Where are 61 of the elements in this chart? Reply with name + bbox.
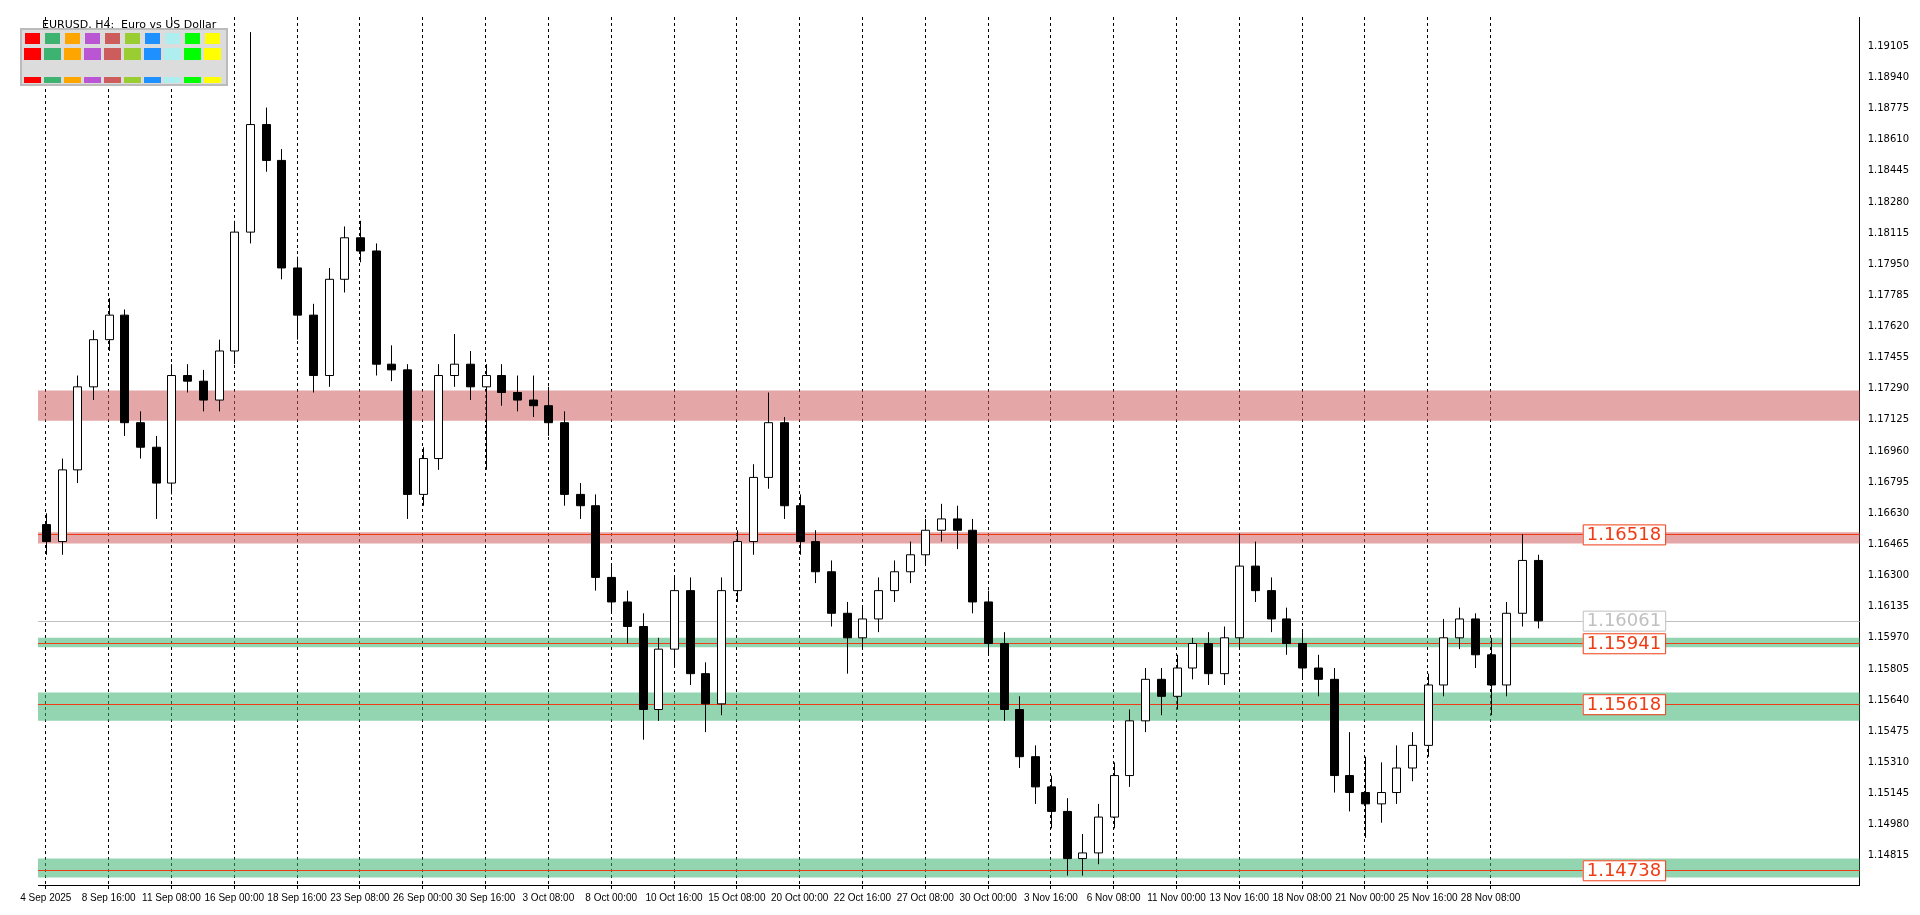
candlestick <box>497 363 506 407</box>
x-tick-label: 11 Nov 00:00 <box>1147 891 1207 903</box>
y-tick-label: 1.16300 <box>1867 569 1910 581</box>
x-tick-label: 26 Sep 00:00 <box>392 891 453 903</box>
x-tick-label: 8 Sep 16:00 <box>81 891 137 903</box>
x-tick-label: 18 Sep 16:00 <box>267 891 328 903</box>
ref-line-label: 1.14738 <box>1586 858 1662 880</box>
x-tick-label: 16 Sep 00:00 <box>204 891 265 903</box>
y-tick-label: 1.16135 <box>1867 600 1910 612</box>
ref-line-label: 1.16518 <box>1586 523 1662 545</box>
x-tick-label: 30 Sep 16:00 <box>455 891 516 903</box>
x-tick-label: 21 Nov 00:00 <box>1335 891 1396 903</box>
y-tick-label: 1.14980 <box>1867 818 1910 830</box>
x-tick-label: 3 Nov 16:00 <box>1023 891 1079 903</box>
y-tick-label: 1.15805 <box>1867 662 1910 674</box>
x-tick-label: 27 Oct 08:00 <box>896 891 955 903</box>
y-tick-label: 1.18280 <box>1867 195 1910 207</box>
y-tick-label: 1.18610 <box>1867 133 1910 145</box>
candlestick <box>937 503 946 543</box>
y-tick-label: 1.17950 <box>1867 257 1910 269</box>
y-tick-label: 1.18775 <box>1867 102 1910 114</box>
x-tick-label: 30 Oct 00:00 <box>959 891 1018 903</box>
x-tick-label: 3 Oct 08:00 <box>522 891 575 903</box>
y-tick-label: 1.16960 <box>1867 444 1910 456</box>
x-tick-label: 8 Oct 00:00 <box>585 891 638 903</box>
y-tick-label: 1.15475 <box>1867 724 1910 736</box>
ref-line-label: 1.16061 <box>1586 609 1662 631</box>
x-tick-label: 15 Oct 08:00 <box>708 891 766 903</box>
y-tick-label: 1.17620 <box>1867 320 1910 332</box>
y-tick-label: 1.18115 <box>1867 226 1910 238</box>
candlestick <box>953 505 962 550</box>
x-tick-label: 22 Oct 16:00 <box>833 891 892 903</box>
x-tick-label: 28 Nov 08:00 <box>1460 891 1521 903</box>
y-tick-label: 1.17125 <box>1867 413 1910 425</box>
x-tick-label: 10 Oct 16:00 <box>645 891 704 903</box>
x-tick-label: 20 Oct 00:00 <box>771 891 829 903</box>
ref-line-label: 1.15618 <box>1586 692 1662 714</box>
candlestick <box>513 375 522 412</box>
x-tick-label: 18 Nov 08:00 <box>1272 891 1333 903</box>
y-tick-label: 1.16465 <box>1867 538 1910 549</box>
y-tick-label: 1.16630 <box>1867 506 1910 518</box>
x-tick-label: 13 Nov 16:00 <box>1209 891 1270 903</box>
y-tick-label: 1.17785 <box>1867 288 1910 300</box>
y-tick-label: 1.14815 <box>1867 849 1910 861</box>
y-tick-label: 1.15145 <box>1867 787 1910 799</box>
y-tick-label: 1.17290 <box>1867 382 1910 394</box>
x-tick-label: 4 Sep 2025 <box>20 891 72 903</box>
candlestick <box>183 363 192 393</box>
y-tick-label: 1.16795 <box>1867 475 1910 487</box>
y-tick-label: 1.15640 <box>1867 693 1910 705</box>
x-tick-label: 25 Nov 16:00 <box>1398 891 1458 903</box>
x-tick-label: 23 Sep 08:00 <box>330 891 391 903</box>
y-tick-label: 1.15310 <box>1867 755 1910 767</box>
y-tick-label: 1.18940 <box>1867 70 1910 82</box>
y-tick-label: 1.18445 <box>1867 164 1910 176</box>
x-tick-label: 6 Nov 08:00 <box>1086 891 1142 903</box>
y-tick-label: 1.15970 <box>1867 631 1910 643</box>
y-tick-label: 1.17455 <box>1867 351 1910 363</box>
y-tick-label: 1.19105 <box>1867 39 1910 51</box>
x-tick-label: 11 Sep 08:00 <box>142 891 202 903</box>
ref-line-label: 1.15941 <box>1586 631 1662 653</box>
